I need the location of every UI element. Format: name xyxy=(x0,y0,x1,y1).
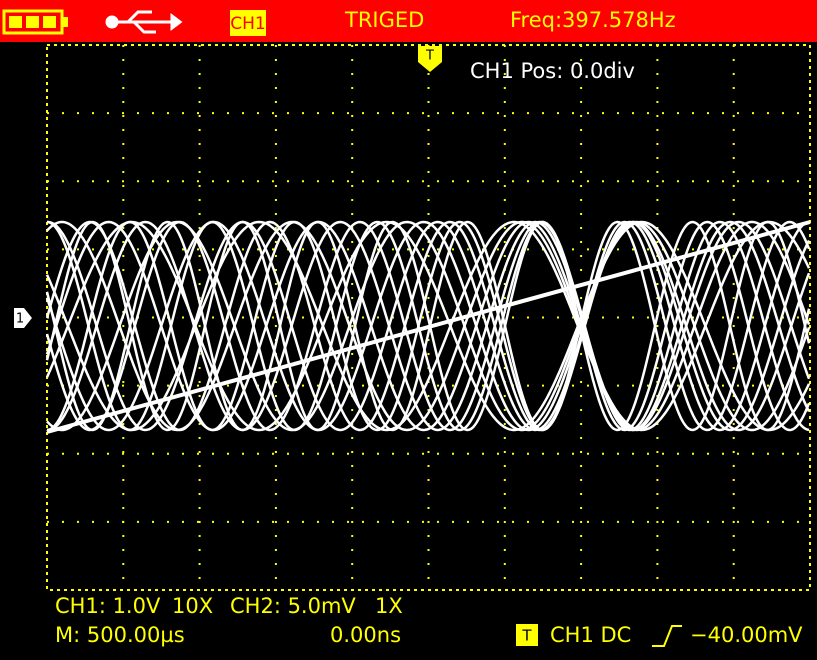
trigger-marker: T xyxy=(425,49,434,64)
channel-label: CH1 xyxy=(230,14,265,34)
trace xyxy=(45,220,811,432)
channel-marker: 1 xyxy=(16,312,24,327)
ch2-probe: 1X xyxy=(375,594,403,618)
trigger-icon: T xyxy=(521,627,532,645)
ramp-trace xyxy=(46,220,811,434)
trace xyxy=(45,220,810,432)
battery-icon xyxy=(2,9,68,35)
waveform xyxy=(45,220,811,434)
trace xyxy=(46,220,811,432)
trace xyxy=(45,220,811,432)
trigger-level: −40.00mV xyxy=(690,623,803,647)
trace xyxy=(45,220,811,432)
channel-badge xyxy=(230,10,266,36)
trigger-status: TRIGED xyxy=(344,8,424,32)
position-readout: CH1 Pos: 0.0div xyxy=(470,59,635,83)
time-offset: 0.00ns xyxy=(330,623,401,647)
usb-icon xyxy=(105,10,183,34)
trigger-slope xyxy=(652,625,682,647)
ch2-scale: CH2: 5.0mV xyxy=(230,594,356,618)
trace xyxy=(45,220,811,432)
trace xyxy=(45,220,811,432)
trigger-source: CH1 DC xyxy=(550,623,631,647)
frequency: Freq:397.578Hz xyxy=(510,8,676,32)
trace xyxy=(46,220,811,432)
trace xyxy=(46,220,811,432)
ch1-probe: 10X xyxy=(172,594,213,618)
channel-marker-icon xyxy=(14,308,32,328)
trigger-marker-icon xyxy=(418,46,442,72)
timebase: M: 500.00µs xyxy=(55,623,185,647)
ch1-scale: CH1: 1.0V xyxy=(55,594,161,618)
trace xyxy=(46,220,811,432)
trace xyxy=(46,220,811,432)
trigger-icon-box xyxy=(516,624,538,646)
grid-border xyxy=(46,44,811,591)
grid xyxy=(46,44,811,591)
trace xyxy=(45,220,810,432)
trace xyxy=(45,220,811,432)
